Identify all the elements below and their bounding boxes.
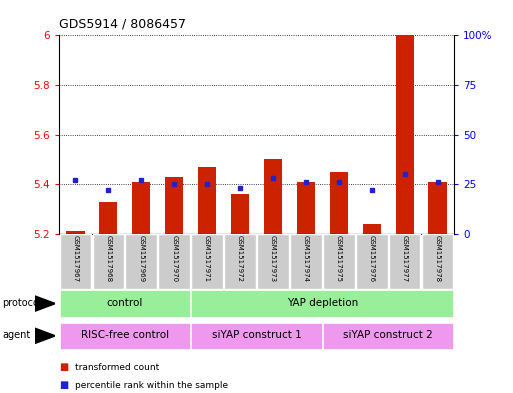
Bar (60, 323, 190, 349)
Bar (297, 182, 315, 234)
Bar (198, 167, 216, 234)
Bar (323, 323, 453, 349)
Text: GSM1517971: GSM1517971 (204, 235, 210, 283)
Bar (224, 234, 256, 289)
Bar (422, 234, 453, 289)
Text: GDS5914 / 8086457: GDS5914 / 8086457 (59, 18, 186, 31)
Text: GSM1517967: GSM1517967 (72, 235, 78, 283)
Bar (92, 234, 124, 289)
Bar (290, 234, 322, 289)
Bar (231, 194, 249, 234)
Text: GSM1517978: GSM1517978 (435, 235, 441, 283)
Bar (60, 234, 91, 289)
Text: siYAP construct 1: siYAP construct 1 (212, 330, 301, 340)
Text: ■: ■ (59, 380, 68, 390)
Bar (264, 160, 282, 234)
Text: GSM1517976: GSM1517976 (369, 235, 374, 283)
Bar (389, 234, 421, 289)
Bar (66, 231, 85, 234)
Text: GSM1517975: GSM1517975 (336, 235, 342, 283)
Text: GSM1517977: GSM1517977 (402, 235, 408, 283)
Bar (330, 172, 348, 234)
Text: GSM1517968: GSM1517968 (105, 235, 111, 283)
Text: percentile rank within the sample: percentile rank within the sample (75, 381, 228, 389)
Text: GSM1517974: GSM1517974 (303, 235, 309, 283)
Text: ■: ■ (59, 362, 68, 373)
Bar (100, 202, 117, 234)
Bar (356, 234, 387, 289)
Text: GSM1517970: GSM1517970 (171, 235, 177, 283)
Text: RISC-free control: RISC-free control (81, 330, 169, 340)
Bar (126, 234, 157, 289)
Text: GSM1517972: GSM1517972 (237, 235, 243, 283)
Bar (363, 224, 381, 234)
Bar (191, 290, 453, 317)
Text: transformed count: transformed count (75, 363, 160, 372)
Bar (257, 234, 289, 289)
Text: GSM1517973: GSM1517973 (270, 235, 276, 283)
Text: GSM1517969: GSM1517969 (139, 235, 144, 283)
Bar (132, 182, 150, 234)
Bar (159, 234, 190, 289)
Bar (191, 234, 223, 289)
Text: siYAP construct 2: siYAP construct 2 (343, 330, 433, 340)
Text: control: control (107, 298, 143, 308)
Polygon shape (35, 296, 55, 311)
Bar (396, 35, 413, 234)
Bar (323, 234, 354, 289)
Bar (165, 177, 183, 234)
Text: protocol: protocol (3, 298, 42, 308)
Polygon shape (35, 328, 55, 343)
Text: YAP depletion: YAP depletion (287, 298, 358, 308)
Text: agent: agent (3, 330, 31, 340)
Bar (60, 290, 190, 317)
Bar (428, 182, 447, 234)
Bar (191, 323, 322, 349)
